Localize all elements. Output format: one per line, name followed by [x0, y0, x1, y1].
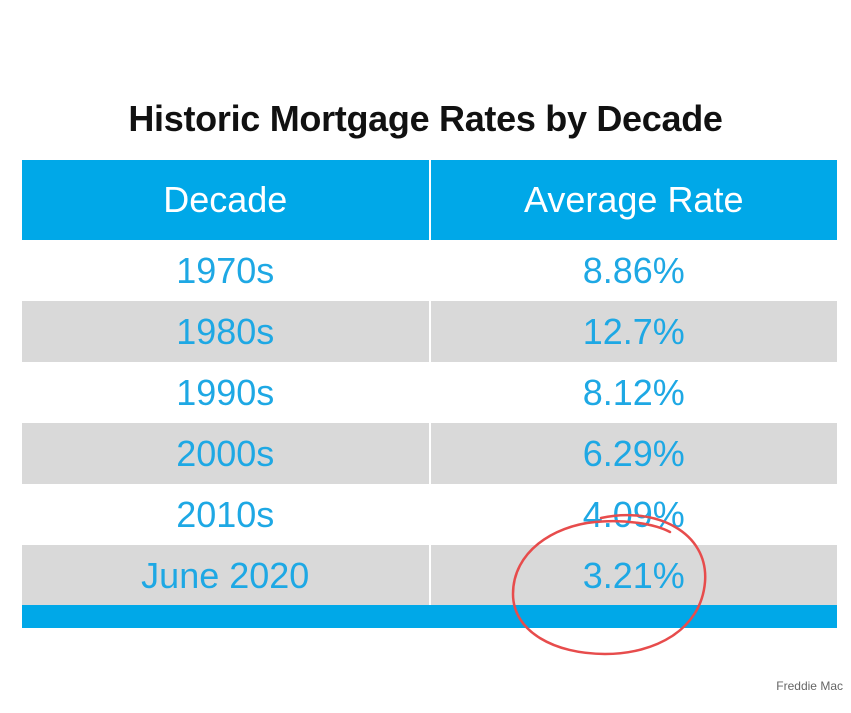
decade-cell: 2000s: [22, 423, 430, 484]
decade-cell: 1990s: [22, 362, 430, 423]
decade-cell: 2010s: [22, 484, 430, 545]
chart-title: Historic Mortgage Rates by Decade: [128, 98, 723, 139]
table-row: 2010s 4.09%: [22, 484, 837, 545]
table-row-highlighted: June 2020 3.21%: [22, 545, 837, 606]
table-row: 2000s 6.29%: [22, 423, 837, 484]
header-decade: Decade: [22, 160, 430, 240]
decade-cell: June 2020: [22, 545, 430, 606]
table-row: 1990s 8.12%: [22, 362, 837, 423]
rate-cell: 3.21%: [428, 545, 837, 606]
source-label: Freddie Mac: [776, 679, 843, 693]
decade-cell: 1980s: [22, 301, 430, 362]
rate-cell: 4.09%: [428, 484, 837, 545]
rate-cell: 12.7%: [428, 301, 837, 362]
table-row: 1980s 12.7%: [22, 301, 837, 362]
header-average-rate: Average Rate: [428, 160, 837, 240]
table-row: 1970s 8.86%: [22, 240, 837, 301]
table-footer-bar: [22, 605, 837, 628]
rates-table: Decade Average Rate 1970s 8.86% 1980s 12…: [22, 160, 837, 606]
rate-cell: 8.12%: [428, 362, 837, 423]
decade-cell: 1970s: [22, 240, 430, 301]
rate-cell: 8.86%: [428, 240, 837, 301]
rate-cell: 6.29%: [428, 423, 837, 484]
table-header-row: Decade Average Rate: [22, 160, 837, 240]
